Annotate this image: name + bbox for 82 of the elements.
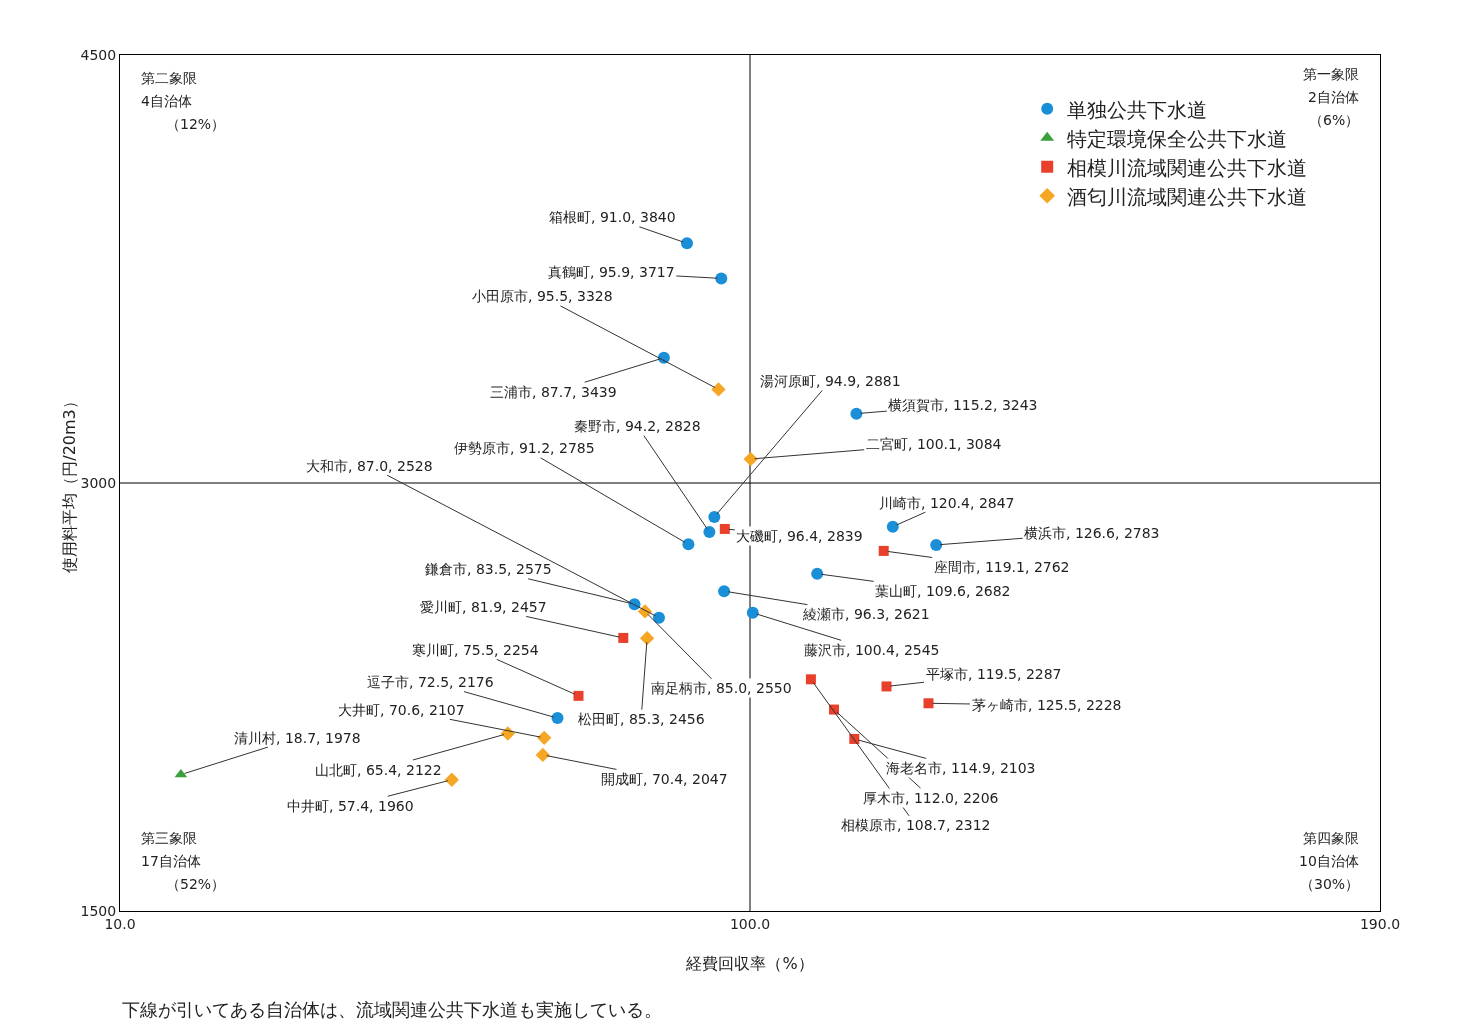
- point: [743, 451, 758, 467]
- point: [708, 510, 721, 523]
- data-label: 愛川町, 81.9, 2457: [420, 599, 547, 615]
- data-label: 藤沢市, 100.4, 2545: [804, 642, 940, 658]
- data-label: 厚木市, 112.0, 2206: [863, 790, 999, 806]
- annotation: （12%）: [166, 116, 226, 132]
- data-label: 湯河原町, 94.9, 2881: [760, 373, 901, 389]
- legend-label: 単独公共下水道: [1067, 97, 1208, 122]
- point: [715, 272, 728, 285]
- data-label: 葉山町, 109.6, 2682: [875, 583, 1011, 599]
- point: [573, 690, 584, 701]
- data-label: 山北町, 65.4, 2122: [315, 762, 442, 778]
- point: [746, 606, 759, 619]
- annotation: 第三象限: [141, 830, 197, 846]
- data-label: 小田原市, 95.5, 3328: [472, 288, 613, 304]
- data-label: 逗子市, 72.5, 2176: [367, 674, 494, 690]
- x-tick-label: 100.0: [729, 915, 771, 932]
- legend-label: 酒匂川流域関連公共下水道: [1067, 184, 1308, 209]
- data-label: 川崎市, 120.4, 2847: [879, 495, 1015, 511]
- data-label: 松田町, 85.3, 2456: [578, 711, 705, 727]
- x-tick-label: 190.0: [1359, 915, 1401, 932]
- data-label: 清川村, 18.7, 1978: [234, 730, 361, 746]
- legend-label: 相模川流域関連公共下水道: [1067, 155, 1308, 180]
- data-label: 相模原市, 108.7, 2312: [841, 817, 991, 833]
- point: [850, 407, 863, 420]
- point: [711, 382, 726, 397]
- annotation: （52%）: [166, 876, 226, 892]
- data-label: 横須賀市, 115.2, 3243: [888, 397, 1038, 413]
- point: [653, 611, 665, 624]
- data-label: 大井町, 70.6, 2107: [338, 702, 465, 718]
- point: [537, 730, 552, 745]
- annotation: 2自治体: [1308, 89, 1359, 105]
- annotation: （6%）: [1309, 112, 1360, 128]
- annotation: （30%）: [1300, 876, 1360, 892]
- point: [682, 538, 695, 551]
- data-label: 南足柄市, 85.0, 2550: [651, 680, 792, 696]
- data-label: 海老名市, 114.9, 2103: [886, 760, 1036, 776]
- annotation: 4自治体: [141, 93, 192, 109]
- annotation: 第四象限: [1303, 830, 1359, 846]
- data-label: 大和市, 87.0, 2528: [306, 458, 433, 474]
- point: [881, 681, 892, 692]
- data-label: 三浦市, 87.7, 3439: [490, 384, 617, 400]
- point: [878, 545, 889, 556]
- data-label: 寒川町, 75.5, 2254: [412, 642, 539, 658]
- data-label: 鎌倉市, 83.5, 2575: [425, 561, 552, 577]
- point: [886, 520, 899, 533]
- y-axis-title: 使用料平均（円/20m3）: [59, 393, 79, 573]
- annotation: 10自治体: [1299, 853, 1359, 869]
- point: [805, 674, 816, 685]
- data-label: 伊勢原市, 91.2, 2785: [454, 440, 595, 456]
- data-label: 中井町, 57.4, 1960: [287, 798, 414, 814]
- point: [719, 523, 730, 534]
- data-label: 綾瀬市, 96.3, 2621: [802, 606, 930, 622]
- point: [618, 632, 629, 643]
- x-axis-title: 経費回収率（%）: [685, 954, 814, 973]
- point: [535, 747, 550, 763]
- data-label: 平塚市, 119.5, 2287: [926, 666, 1062, 682]
- data-label: 開成町, 70.4, 2047: [601, 771, 728, 787]
- data-label: 箱根町, 91.0, 3840: [549, 209, 676, 225]
- point: [811, 567, 824, 580]
- data-label: 真鶴町, 95.9, 3717: [548, 264, 675, 280]
- data-label: 横浜市, 126.6, 2783: [1024, 525, 1160, 541]
- annotation: 第二象限: [141, 70, 197, 86]
- point: [930, 538, 943, 551]
- data-label: 大磯町, 96.4, 2839: [736, 528, 863, 544]
- data-label: 茅ヶ崎市, 125.5, 2228: [972, 697, 1122, 713]
- y-tick-label: 3000: [80, 474, 117, 491]
- annotation: 17自治体: [141, 853, 201, 869]
- text: 下線が引いてある自治体は、流域関連公共下水道も実施している。: [122, 999, 662, 1020]
- point: [639, 631, 655, 646]
- legend-label: 特定環境保全公共下水道: [1067, 126, 1288, 151]
- point: [923, 698, 934, 709]
- point: [444, 772, 459, 787]
- annotation: 第一象限: [1303, 66, 1359, 82]
- y-tick-label: 4500: [80, 46, 117, 63]
- point: [681, 237, 693, 250]
- point: [703, 526, 716, 539]
- point: [718, 585, 731, 598]
- data-label: 二宮町, 100.1, 3084: [866, 436, 1002, 452]
- data-label: 秦野市, 94.2, 2828: [574, 418, 701, 434]
- point: [551, 712, 564, 725]
- data-label: 座間市, 119.1, 2762: [934, 559, 1070, 575]
